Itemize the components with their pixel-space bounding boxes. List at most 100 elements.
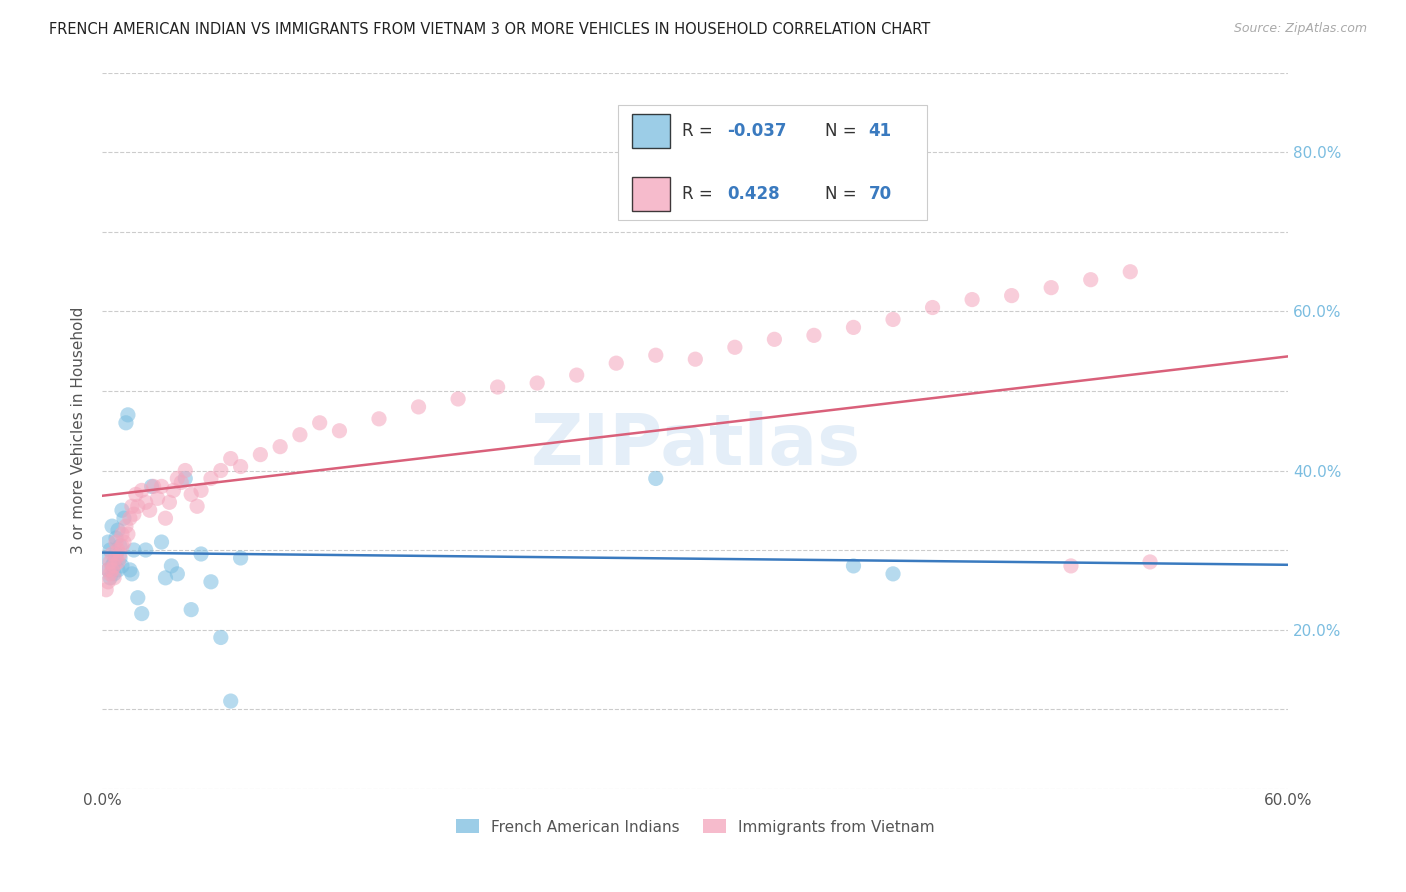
Point [180, 602, 202, 616]
Point [112, 511, 135, 525]
Point [565, 368, 588, 383]
Text: ZIPatlas: ZIPatlas [530, 410, 860, 480]
Text: N =: N = [824, 185, 862, 202]
Point [368, 412, 391, 426]
Point [1119, 265, 1142, 279]
Y-axis label: 3 or more Vehicles in Household: 3 or more Vehicles in Household [72, 307, 86, 555]
Point [186, 500, 208, 514]
Point [219, 451, 242, 466]
Point [209, 463, 232, 477]
Point [108, 539, 131, 553]
Point [107, 555, 129, 569]
Point [803, 328, 825, 343]
Point [526, 376, 548, 390]
Point [160, 558, 183, 573]
Point [1001, 288, 1024, 302]
Point [122, 507, 145, 521]
Point [921, 301, 943, 315]
Point [605, 356, 627, 370]
Point [685, 352, 707, 367]
Point [155, 571, 177, 585]
Point [97, 574, 120, 589]
Point [103, 558, 125, 573]
Point [105, 535, 128, 549]
Point [127, 591, 149, 605]
Point [118, 563, 141, 577]
Point [105, 551, 128, 566]
Point [644, 348, 666, 362]
Point [125, 487, 148, 501]
Point [724, 340, 747, 354]
Point [105, 547, 128, 561]
Point [166, 471, 188, 485]
Point [98, 571, 121, 585]
Point [159, 495, 181, 509]
Point [249, 448, 271, 462]
Point [97, 535, 120, 549]
Point [447, 392, 470, 406]
Point [269, 440, 291, 454]
Point [308, 416, 330, 430]
Point [190, 483, 212, 498]
Point [101, 547, 124, 561]
Point [127, 500, 149, 514]
Text: 70: 70 [869, 185, 891, 202]
Point [107, 563, 129, 577]
Point [882, 566, 904, 581]
Point [150, 535, 173, 549]
Point [98, 555, 121, 569]
Point [229, 459, 252, 474]
Point [98, 543, 121, 558]
Point [135, 543, 157, 558]
Point [138, 503, 160, 517]
Point [121, 500, 143, 514]
Point [141, 479, 163, 493]
Point [98, 566, 121, 581]
Point [101, 519, 124, 533]
Point [1080, 273, 1102, 287]
Point [97, 563, 120, 577]
Point [1040, 280, 1063, 294]
Point [155, 511, 177, 525]
Point [103, 571, 125, 585]
Point [219, 694, 242, 708]
Point [190, 547, 212, 561]
Point [131, 483, 153, 498]
Point [96, 582, 118, 597]
Point [174, 463, 197, 477]
Point [209, 631, 232, 645]
Point [111, 558, 134, 573]
Point [842, 320, 865, 334]
Point [960, 293, 983, 307]
Point [142, 479, 165, 493]
Point [644, 471, 666, 485]
Text: -0.037: -0.037 [727, 122, 787, 140]
Text: R =: R = [682, 122, 718, 140]
Point [200, 574, 222, 589]
Point [117, 408, 139, 422]
Point [111, 527, 134, 541]
Point [1139, 555, 1161, 569]
Point [112, 535, 135, 549]
Point [101, 558, 124, 573]
Point [486, 380, 509, 394]
Point [103, 555, 125, 569]
Text: FRENCH AMERICAN INDIAN VS IMMIGRANTS FROM VIETNAM 3 OR MORE VEHICLES IN HOUSEHOL: FRENCH AMERICAN INDIAN VS IMMIGRANTS FRO… [49, 22, 931, 37]
Point [150, 479, 173, 493]
Point [122, 543, 145, 558]
FancyBboxPatch shape [633, 177, 671, 211]
Point [328, 424, 350, 438]
Point [229, 551, 252, 566]
Point [97, 563, 120, 577]
Point [1060, 558, 1083, 573]
Point [288, 427, 311, 442]
Text: N =: N = [824, 122, 862, 140]
Point [200, 471, 222, 485]
Point [118, 511, 141, 525]
Point [180, 487, 202, 501]
Point [107, 523, 129, 537]
Point [117, 527, 139, 541]
Point [115, 519, 138, 533]
Point [882, 312, 904, 326]
Text: R =: R = [682, 185, 718, 202]
